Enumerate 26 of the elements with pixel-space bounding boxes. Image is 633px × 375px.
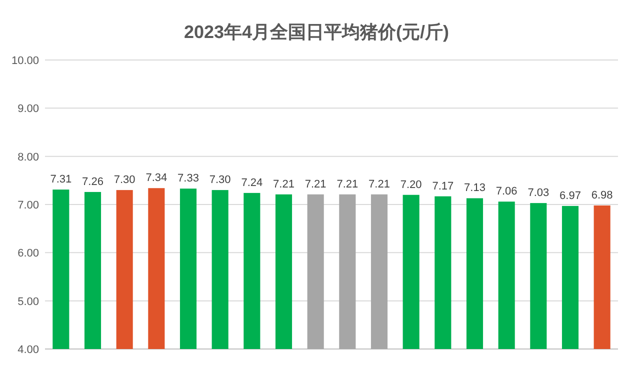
data-label: 7.21 xyxy=(368,178,390,190)
y-tick-label: 7.00 xyxy=(18,200,39,212)
data-label: 7.21 xyxy=(304,178,326,190)
chart-title: 2023年4月全国日平均猪价(元/斤) xyxy=(184,22,450,42)
data-label: 7.20 xyxy=(400,178,422,191)
data-label: 7.21 xyxy=(273,178,294,190)
y-tick-label: 10.00 xyxy=(11,55,39,67)
data-label: 7.17 xyxy=(432,180,454,192)
data-label: 7.21 xyxy=(336,178,358,190)
data-label: 7.24 xyxy=(241,176,263,189)
data-label: 7.31 xyxy=(50,174,72,186)
data-label: 7.06 xyxy=(496,186,518,198)
data-label: 7.30 xyxy=(209,174,231,186)
data-label: 7.33 xyxy=(178,172,199,185)
y-tick-label: 4.00 xyxy=(18,344,39,356)
data-label: 6.97 xyxy=(560,190,581,202)
data-label: 6.98 xyxy=(591,189,613,202)
y-tick-label: 6.00 xyxy=(18,248,39,260)
y-tick-label: 8.00 xyxy=(18,151,39,164)
y-tick-label: 9.00 xyxy=(18,103,39,116)
data-label: 7.30 xyxy=(114,174,136,186)
y-tick-label: 5.00 xyxy=(18,296,39,308)
data-label: 7.13 xyxy=(464,182,486,194)
data-label: 7.03 xyxy=(528,187,550,200)
data-label: 7.26 xyxy=(82,176,104,188)
data-label: 7.34 xyxy=(146,172,168,184)
